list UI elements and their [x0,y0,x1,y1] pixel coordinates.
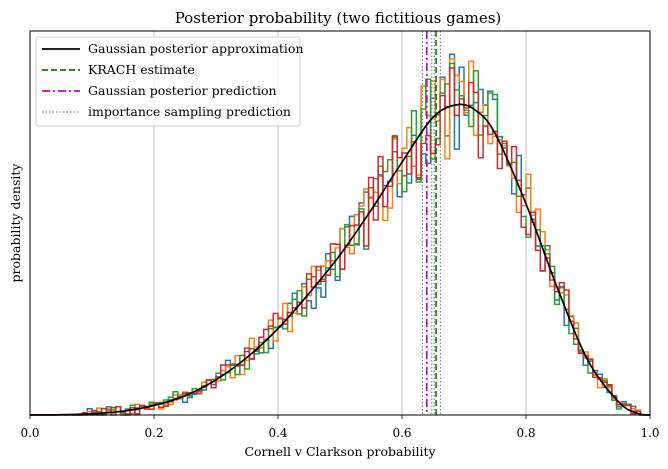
legend-box [35,36,301,127]
legend-label-importance-sampling: importance sampling prediction [88,104,291,119]
x-tick-label: 1.0 [640,426,659,440]
x-axis-label: Cornell v Clarkson probability [244,444,436,459]
y-axis-label: probability density [8,163,23,283]
legend-label-krach: KRACH estimate [88,62,195,77]
x-tick-label: 0.2 [144,426,163,440]
gaussian-posterior-curve [29,103,651,416]
x-axis-ticks: 0.0 0.2 0.4 0.6 0.8 1.0 [20,415,660,440]
legend-label-gaussian-curve: Gaussian posterior approximation [88,41,304,56]
prediction-lines-group [421,31,441,415]
histogram-series-group [30,53,650,416]
legend: Gaussian posterior approximation KRACH e… [35,36,304,127]
x-tick-label: 0.8 [516,426,535,440]
x-tick-label: 0.0 [20,426,39,440]
legend-label-gaussian-prediction: Gaussian posterior prediction [88,83,277,98]
x-tick-label: 0.6 [392,426,411,440]
chart-title: Posterior probability (two fictitious ga… [175,9,502,27]
histogram-series-4 [30,67,650,416]
plot-frame [29,30,651,416]
x-tick-label: 0.4 [268,426,287,440]
